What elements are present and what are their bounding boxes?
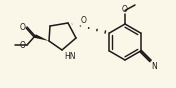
Text: O: O: [20, 40, 26, 49]
Text: O: O: [81, 16, 87, 25]
Text: N: N: [152, 62, 157, 71]
Polygon shape: [34, 34, 49, 41]
Text: O: O: [20, 23, 26, 32]
Text: O: O: [122, 4, 128, 13]
Text: HN: HN: [64, 52, 76, 61]
